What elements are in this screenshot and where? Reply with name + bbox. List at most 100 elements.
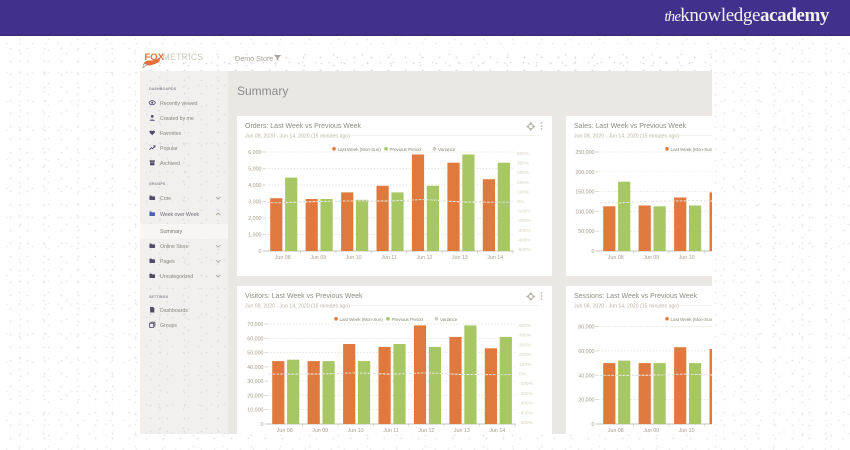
svg-text:Previous Period: Previous Period [392,317,424,322]
svg-text:Jun 10: Jun 10 [346,255,362,261]
svg-text:Jun 08, 2020 - Jun 14, 2020 (1: Jun 08, 2020 - Jun 14, 2020 (15 minutes … [245,134,350,140]
svg-text:300%: 300% [519,342,532,348]
svg-text:Jun 13: Jun 13 [452,255,468,261]
svg-text:Jun 08: Jun 08 [608,255,624,261]
svg-text:60,000: 60,000 [578,349,594,355]
svg-text:80,000: 80,000 [578,325,594,331]
svg-text:Jun 08: Jun 08 [275,255,291,261]
svg-text:4,000: 4,000 [248,183,261,189]
svg-text:0: 0 [592,422,595,428]
svg-text:30,000: 30,000 [247,379,263,385]
svg-text:2,000: 2,000 [248,216,261,222]
svg-text:Summary: Summary [160,229,183,235]
svg-text:Core: Core [160,196,171,202]
svg-text:500%: 500% [517,151,530,157]
svg-text:-200%: -200% [519,391,534,397]
svg-text:-200%: -200% [517,218,532,224]
svg-text:-400%: -400% [519,410,534,416]
svg-text:300%: 300% [517,170,530,176]
svg-text:Last Week (Mon-Sun): Last Week (Mon-Sun) [671,317,713,322]
svg-text:Recently viewed: Recently viewed [160,101,198,107]
svg-text:Jun 14: Jun 14 [487,255,503,261]
svg-text:Jun 09: Jun 09 [310,255,326,261]
svg-text:5,000: 5,000 [248,167,261,173]
svg-text:Jun 08: Jun 08 [277,428,293,434]
svg-text:Sales: Last Week vs Previous W: Sales: Last Week vs Previous Week [574,123,687,130]
svg-text:FOX: FOX [145,52,165,63]
svg-text:Popular: Popular [160,146,178,152]
svg-text:70,000: 70,000 [247,322,263,328]
svg-text:Demo Store: Demo Store [235,54,273,63]
svg-text:-100%: -100% [517,209,532,215]
svg-text:Jun 08, 2020 - Jun 14, 2020 (1: Jun 08, 2020 - Jun 14, 2020 (15 minutes … [574,134,679,140]
svg-text:METRICS: METRICS [163,52,204,62]
svg-text:Jun 12: Jun 12 [416,255,432,261]
svg-text:Previous Period: Previous Period [390,147,422,152]
svg-text:Uncategorized: Uncategorized [160,274,193,280]
svg-text:60,000: 60,000 [247,336,263,342]
svg-text:Pages: Pages [160,259,175,265]
svg-text:Orders: Last Week vs Previous: Orders: Last Week vs Previous Week [245,123,362,130]
svg-text:250,000: 250,000 [575,150,594,156]
svg-text:0: 0 [592,249,595,255]
svg-text:200,000: 200,000 [575,170,594,176]
svg-text:-500%: -500% [517,247,532,253]
svg-text:-300%: -300% [517,228,532,234]
svg-text:-500%: -500% [519,420,534,426]
svg-text:Jun 11: Jun 11 [381,255,397,261]
svg-text:Last Week (Mon-Sun): Last Week (Mon-Sun) [338,147,382,152]
svg-text:Jun 10: Jun 10 [679,428,695,434]
svg-text:0: 0 [259,249,262,255]
svg-text:Jun 10: Jun 10 [679,255,695,261]
svg-text:1,000: 1,000 [248,233,261,239]
svg-text:Variance: Variance [440,317,458,322]
svg-text:Jun 13: Jun 13 [454,428,470,434]
svg-text:Sessions: Last Week vs Previou: Sessions: Last Week vs Previous Week [574,293,698,300]
svg-text:Jun 14: Jun 14 [489,428,505,434]
svg-text:40,000: 40,000 [247,365,263,371]
svg-text:6,000: 6,000 [248,150,261,156]
svg-text:0: 0 [261,422,264,428]
svg-text:50,000: 50,000 [247,351,263,357]
svg-text:-400%: -400% [517,237,532,243]
svg-text:Jun 08, 2020 - Jun 14, 2020 (1: Jun 08, 2020 - Jun 14, 2020 (15 minutes … [245,304,350,310]
svg-text:100%: 100% [519,362,532,368]
svg-text:Variance: Variance [438,147,456,152]
svg-text:500%: 500% [519,323,532,329]
svg-text:Groups: Groups [160,323,177,329]
svg-text:Jun 12: Jun 12 [418,428,434,434]
svg-text:Jun 11: Jun 11 [383,428,399,434]
svg-text:Created by me: Created by me [160,116,194,122]
svg-text:3,000: 3,000 [248,200,261,206]
svg-text:Jun 09: Jun 09 [643,255,659,261]
svg-text:20,000: 20,000 [578,398,594,404]
svg-text:Jun 09: Jun 09 [312,428,328,434]
svg-text:-100%: -100% [519,381,534,387]
svg-text:Last Week (Mon-Sun): Last Week (Mon-Sun) [340,317,384,322]
svg-text:GROUPS: GROUPS [149,182,166,186]
svg-text:DASHBOARDS: DASHBOARDS [149,87,177,91]
svg-text:Favorites: Favorites [160,131,181,137]
svg-text:20,000: 20,000 [247,393,263,399]
svg-text:100%: 100% [517,189,530,195]
svg-text:10,000: 10,000 [247,408,263,414]
svg-text:400%: 400% [519,333,532,339]
svg-text:Archived: Archived [160,161,180,167]
svg-text:Jun 08: Jun 08 [608,428,624,434]
svg-text:Jun 10: Jun 10 [348,428,364,434]
svg-text:Online Store: Online Store [160,244,189,250]
svg-text:200%: 200% [517,180,530,186]
svg-text:Week over Week: Week over Week [160,212,199,218]
svg-text:Visitors: Last Week vs Previou: Visitors: Last Week vs Previous Week [245,293,363,300]
svg-text:Last Week (Mon-Sun): Last Week (Mon-Sun) [671,147,713,152]
svg-text:100,000: 100,000 [575,209,594,215]
svg-text:400%: 400% [517,161,530,167]
svg-text:SETTINGS: SETTINGS [149,295,169,299]
svg-text:150,000: 150,000 [575,190,594,196]
svg-text:Dashboards: Dashboards [160,308,188,314]
svg-text:Jun 09: Jun 09 [643,428,659,434]
svg-text:0%: 0% [517,199,525,205]
svg-text:-300%: -300% [519,401,534,407]
svg-text:40,000: 40,000 [578,373,594,379]
svg-text:200%: 200% [519,352,532,358]
